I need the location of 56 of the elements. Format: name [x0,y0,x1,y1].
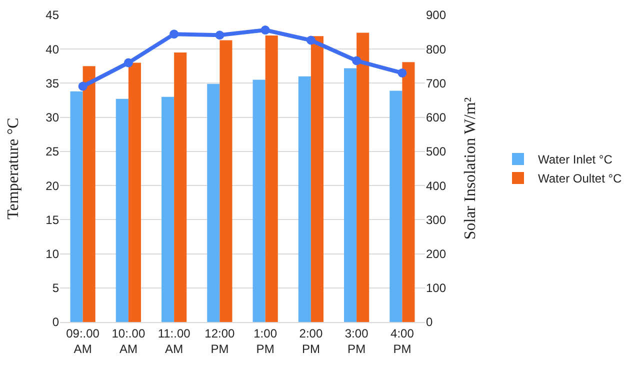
y2-tick-label: 600 [426,110,446,125]
y-tick-label: 20 [46,178,60,193]
legend-label: Water Oultet °C [538,172,622,186]
y-tick-label: 0 [52,315,60,330]
y2-tick-label: 300 [426,212,446,227]
point [215,30,224,40]
bar [128,62,141,322]
x-tick-label: 3:00 PM [344,326,369,356]
point [306,36,316,45]
point [398,68,407,78]
y-tick-label: 45 [46,8,60,22]
bar [310,36,324,322]
y-axis-title: Temperature °C [5,118,22,220]
y2-tick-label: 100 [426,281,446,296]
bar [265,35,278,322]
x-tick-label: 10:.00 AM [112,326,146,356]
y-tick-label: 40 [46,42,60,56]
point [124,58,133,68]
bar [402,62,415,322]
bar [162,96,174,322]
point [78,82,88,91]
y2-tick-label: 700 [426,76,446,90]
y-tick-label: 10 [46,246,60,261]
x-tick-label: 1:00 PM [254,326,278,356]
x-tick-label: 12:00 PM [204,326,236,356]
y2-tick-label: 200 [426,246,446,261]
bar [344,68,357,322]
bar [298,76,311,322]
point [352,56,362,66]
bar [390,90,402,322]
y2-axis-title: Solar Insolation W/m² [462,97,479,240]
x-tick-label: 11:.00 AM [158,326,191,356]
bar [220,40,232,322]
bar [174,52,187,322]
legend-label: Water Inlet °C [538,152,613,167]
bar [116,98,128,322]
y-tick-label: 5 [52,281,60,296]
bar [207,84,220,322]
y2-tick-label: 0 [426,315,433,330]
bar [82,66,96,322]
x-tick-label: 2:00 PM [299,326,323,356]
y-tick-label: 35 [46,76,60,90]
x-tick-label: 09:.00 AM [66,326,100,356]
bar [252,80,266,322]
y2-tick-label: 900 [426,8,446,22]
y-tick-label: 30 [46,110,60,125]
bar [356,32,370,322]
y2-tick-label: 400 [426,178,446,193]
y2-tick-label: 800 [426,42,446,56]
y-tick-label: 15 [46,212,60,227]
point [170,30,179,39]
y-tick-label: 25 [46,144,60,159]
bar [70,91,83,322]
y2-tick-label: 500 [426,144,446,159]
point [260,26,270,35]
x-tick-label: 4:00 PM [390,326,414,356]
